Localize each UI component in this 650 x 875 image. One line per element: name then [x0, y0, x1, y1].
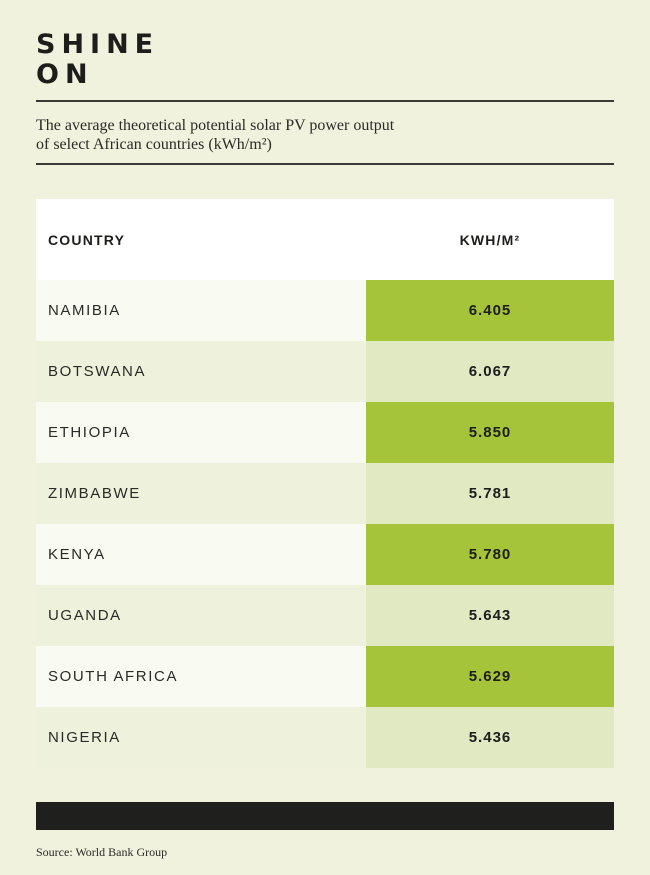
table-row: BOTSWANA 6.067	[36, 341, 614, 402]
subtitle: The average theoretical potential solar …	[36, 116, 596, 154]
table-row: UGANDA 5.643	[36, 585, 614, 646]
table-row: ETHIOPIA 5.850	[36, 402, 614, 463]
country-cell: NAMIBIA	[36, 280, 366, 341]
value-cell: 5.781	[366, 463, 614, 524]
value-cell: 5.436	[366, 707, 614, 768]
value-cell: 6.405	[366, 280, 614, 341]
data-table: COUNTRY KWH/M² NAMIBIA 6.405 BOTSWANA 6.067…	[36, 199, 614, 768]
country-cell: ETHIOPIA	[36, 402, 366, 463]
top-divider	[36, 100, 614, 102]
country-cell: KENYA	[36, 524, 366, 585]
table-header: COUNTRY KWH/M²	[36, 199, 614, 280]
value-cell: 5.629	[366, 646, 614, 707]
subtitle-line-2: of select African countries (kWh/m²)	[36, 136, 272, 153]
value-cell: 5.850	[366, 402, 614, 463]
table-row: NIGERIA 5.436	[36, 707, 614, 768]
page-title: SHINE ON	[36, 30, 159, 90]
column-header-value: KWH/M²	[459, 231, 521, 248]
country-cell: BOTSWANA	[36, 341, 366, 402]
title-line-1: SHINE	[36, 29, 160, 60]
title-line-2: ON	[36, 59, 94, 90]
table-row: NAMIBIA 6.405	[36, 280, 614, 341]
country-cell: UGANDA	[36, 585, 366, 646]
table-row: SOUTH AFRICA 5.629	[36, 646, 614, 707]
subtitle-divider	[36, 163, 614, 165]
value-cell: 5.643	[366, 585, 614, 646]
column-header-country: COUNTRY	[48, 231, 126, 248]
footer-bar	[36, 802, 614, 830]
table-row: ZIMBABWE 5.781	[36, 463, 614, 524]
value-cell: 6.067	[366, 341, 614, 402]
table-row: KENYA 5.780	[36, 524, 614, 585]
table-body: NAMIBIA 6.405 BOTSWANA 6.067 ETHIOPIA 5.850 ZI…	[36, 280, 614, 768]
country-cell: NIGERIA	[36, 707, 366, 768]
country-cell: ZIMBABWE	[36, 463, 366, 524]
subtitle-line-1: The average theoretical potential solar …	[36, 117, 395, 134]
country-cell: SOUTH AFRICA	[36, 646, 366, 707]
value-cell: 5.780	[366, 524, 614, 585]
source-note: Source: World Bank Group	[36, 845, 168, 859]
